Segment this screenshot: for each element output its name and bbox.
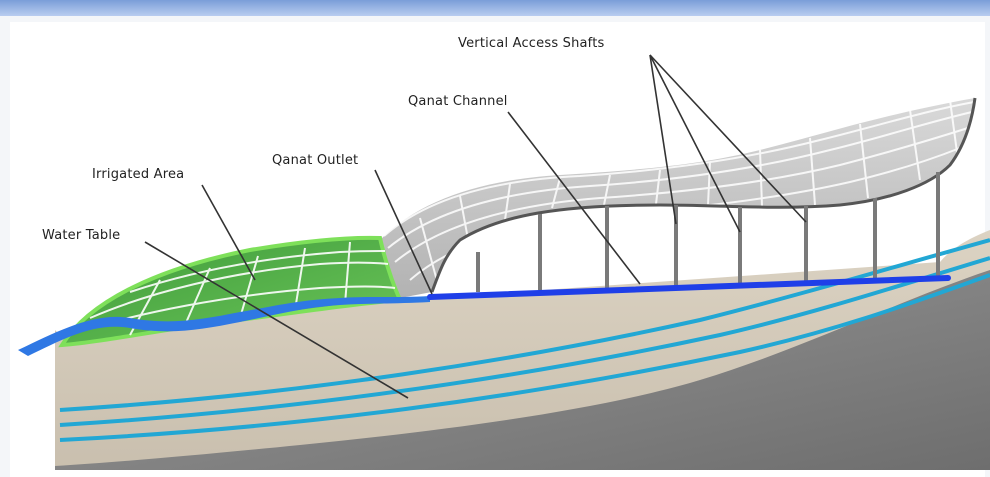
label-irrigated-area: Irrigated Area: [92, 167, 185, 182]
header-bar: [0, 0, 990, 16]
label-water-table: Water Table: [42, 228, 121, 243]
water-table-strata: [59, 238, 990, 442]
hill-edge: [430, 97, 977, 293]
qanat-channel-line: [427, 275, 951, 300]
bedrock-layer: [55, 270, 990, 470]
leader-lines: [144, 54, 807, 399]
hill-surface: [380, 98, 975, 298]
vertical-access-shafts: [476, 172, 940, 292]
label-vertical-access-shafts: Vertical Access Shafts: [458, 36, 605, 51]
label-qanat-outlet: Qanat Outlet: [272, 153, 359, 168]
label-qanat-channel: Qanat Channel: [408, 94, 508, 109]
surface-stream: [18, 296, 430, 356]
